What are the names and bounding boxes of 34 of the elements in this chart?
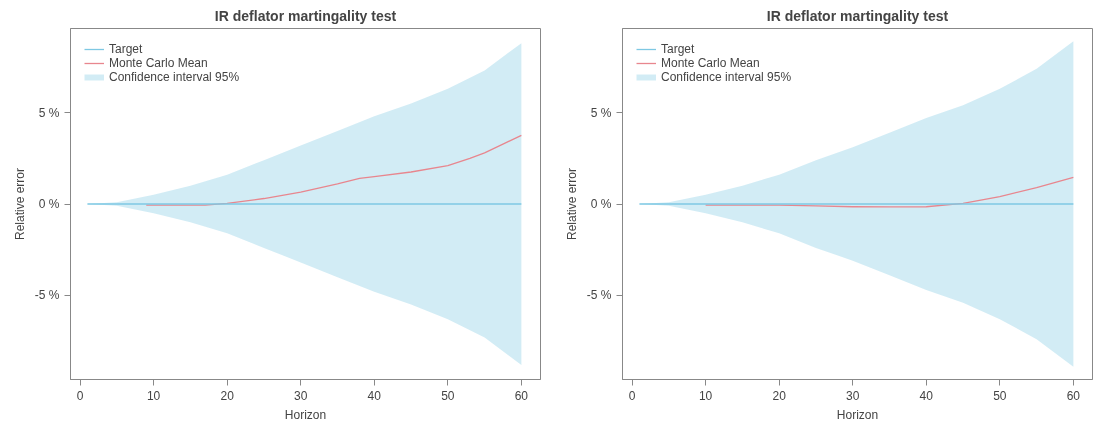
x-tick-label: 60 — [1066, 388, 1081, 403]
y-axis-title: Relative error — [564, 167, 579, 241]
x-tick-label: 40 — [367, 388, 382, 403]
x-tick-label: 30 — [846, 388, 860, 403]
x-axis-title: Horizon — [284, 407, 327, 422]
chart-title: IR deflator martingality test — [214, 7, 397, 24]
x-tick-label: 0 — [76, 388, 84, 403]
x-tick-label: 60 — [514, 388, 529, 403]
x-tick-label: 20 — [220, 388, 235, 403]
legend-label: Target — [109, 42, 143, 56]
x-tick-label: 50 — [441, 388, 455, 403]
x-tick-label: 50 — [993, 388, 1007, 403]
y-tick-label: 0 % — [38, 197, 60, 211]
y-tick-label: -5 % — [586, 288, 612, 303]
chart-title: IR deflator martingality test — [766, 7, 949, 24]
x-tick-label: 10 — [698, 388, 713, 403]
x-tick-label: 0 — [628, 388, 636, 403]
x-tick-label: 40 — [919, 388, 934, 403]
legend-label: Target — [661, 42, 695, 56]
x-tick-label: 20 — [772, 388, 787, 403]
annotation: Confidence interval 95% — [661, 70, 792, 84]
x-tick-label: 10 — [146, 388, 161, 403]
y-tick-label: -5 % — [34, 288, 60, 303]
line-series — [145, 134, 523, 206]
legend-label: Monte Carlo Mean — [661, 56, 760, 70]
y-tick-label: 5 % — [590, 105, 612, 120]
line-series — [704, 176, 1075, 208]
x-axis-title: Horizon — [836, 407, 879, 422]
legend-label: Monte Carlo Mean — [109, 56, 208, 70]
x-tick-label: 30 — [294, 388, 308, 403]
y-axis-title: Relative error — [12, 167, 27, 241]
y-tick-label: 5 % — [38, 105, 60, 120]
annotation: Confidence interval 95% — [109, 70, 240, 84]
y-tick-label: 0 % — [590, 197, 612, 211]
